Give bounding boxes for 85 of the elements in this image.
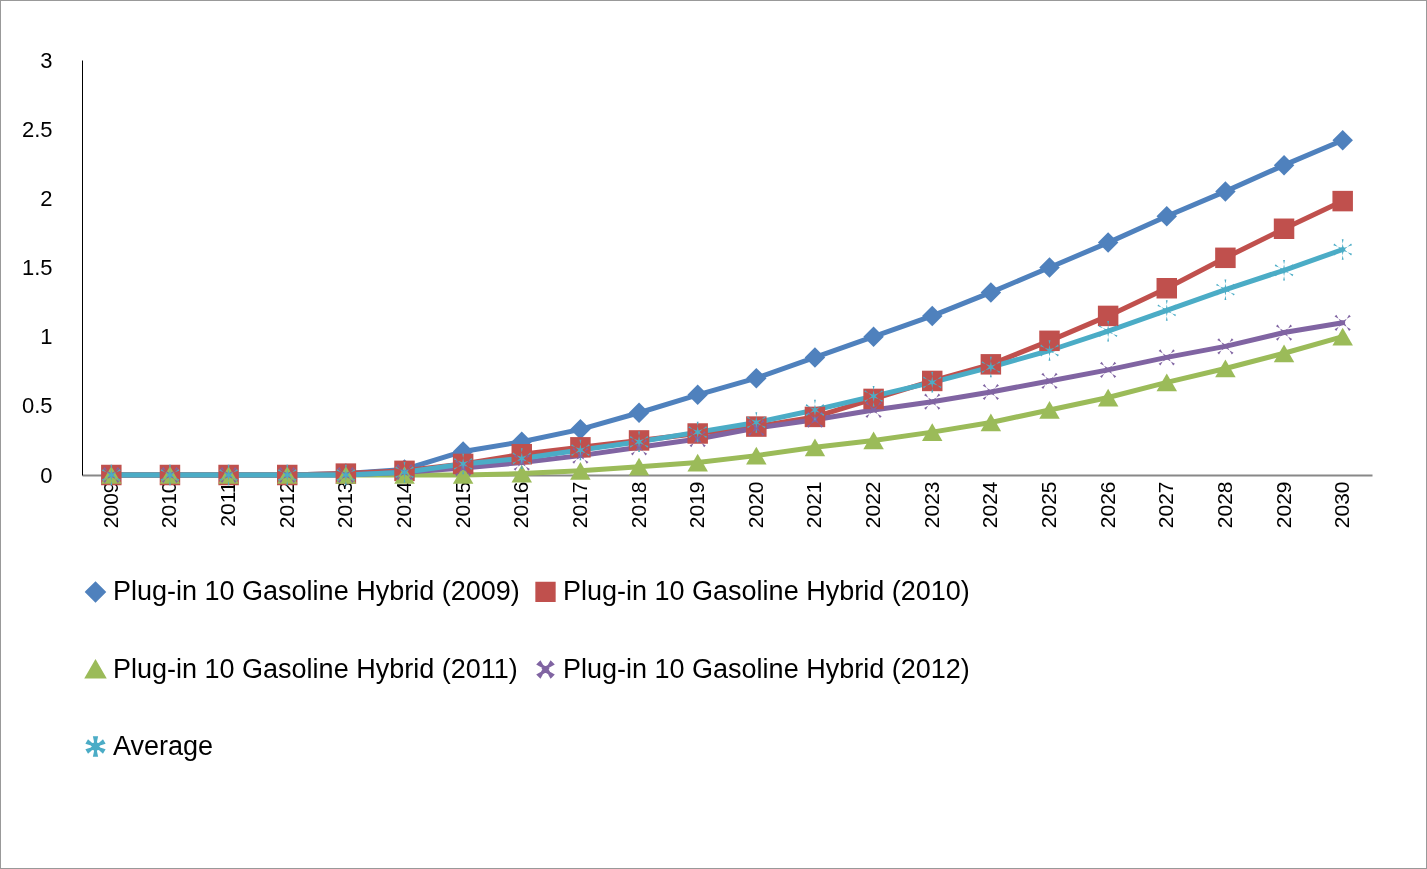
point xyxy=(1332,327,1353,346)
point xyxy=(980,282,1002,303)
x-tick-label: 2025 xyxy=(1037,481,1060,529)
point xyxy=(1156,278,1178,299)
point xyxy=(980,413,1002,432)
point xyxy=(1039,401,1060,419)
point xyxy=(1333,239,1353,260)
y-tick-label: 2.5 xyxy=(21,116,53,142)
x-tick-label: 2024 xyxy=(978,481,1002,529)
point xyxy=(805,399,825,421)
point xyxy=(863,431,884,450)
point xyxy=(746,446,767,465)
point xyxy=(1216,279,1235,300)
y-tick-label: 0.5 xyxy=(21,393,53,419)
legend-label: Plug-in 10 Gasoline Hybrid (2010) xyxy=(563,575,970,606)
point xyxy=(1156,373,1178,392)
x-tick-label: 2019 xyxy=(685,481,709,529)
x-tick-label: 2011 xyxy=(216,481,240,527)
point xyxy=(1158,349,1175,366)
point xyxy=(570,461,591,480)
x-tick-label: 2022 xyxy=(861,481,885,529)
point xyxy=(1332,129,1353,151)
x-tick-label: 2014 xyxy=(392,481,415,529)
x-tick-label: 2028 xyxy=(1212,481,1236,529)
x-tick-label: 2021 xyxy=(802,481,826,529)
point xyxy=(865,401,882,419)
point xyxy=(1157,300,1177,321)
legend-label: Average xyxy=(113,730,214,761)
point xyxy=(1217,338,1234,355)
point xyxy=(1098,320,1118,342)
point xyxy=(1332,190,1353,212)
x-tick-label: 2020 xyxy=(743,481,767,529)
point xyxy=(1039,257,1060,278)
y-tick-label: 1 xyxy=(40,324,53,350)
point xyxy=(746,367,767,389)
point xyxy=(1100,361,1117,378)
point xyxy=(982,383,999,401)
point xyxy=(689,430,706,448)
point xyxy=(1273,344,1295,363)
point xyxy=(921,423,943,441)
point xyxy=(1274,260,1294,281)
point xyxy=(628,402,650,423)
legend-label: Plug-in 10 Gasoline Hybrid (2011) xyxy=(113,653,518,684)
point xyxy=(1156,206,1178,227)
point xyxy=(863,326,884,347)
x-tick-label: 2026 xyxy=(1095,481,1119,529)
x-tick-label: 2017 xyxy=(567,481,591,529)
x-tick-label: 2016 xyxy=(509,481,533,529)
point xyxy=(804,438,826,457)
x-tick-label: 2029 xyxy=(1271,481,1295,529)
point xyxy=(511,464,533,483)
y-tick-label: 1.5 xyxy=(21,255,53,280)
x-tick-label: 2018 xyxy=(626,481,650,529)
y-tick-label: 2 xyxy=(40,185,53,211)
point xyxy=(1097,305,1119,327)
legend-label: Plug-in 10 Gasoline Hybrid (2009) xyxy=(113,575,520,606)
point xyxy=(1041,372,1058,390)
point xyxy=(1334,314,1351,331)
point xyxy=(1273,154,1295,176)
point xyxy=(1039,330,1060,352)
point xyxy=(924,393,941,410)
point xyxy=(1097,232,1119,253)
y-tick-label: 0 xyxy=(40,462,53,488)
x-tick-label: 2027 xyxy=(1154,481,1178,529)
point xyxy=(1040,340,1059,361)
point xyxy=(687,384,708,406)
point xyxy=(921,305,943,327)
y-tick-label: 3 xyxy=(40,47,53,73)
point xyxy=(804,347,826,368)
point xyxy=(1215,359,1236,378)
point xyxy=(630,439,648,456)
x-tick-label: 2030 xyxy=(1330,481,1354,529)
point xyxy=(1097,388,1119,407)
x-tick-label: 2015 xyxy=(450,481,474,529)
point xyxy=(1215,181,1236,202)
point xyxy=(687,453,708,472)
x-tick-label: 2013 xyxy=(333,481,357,529)
point xyxy=(628,457,650,476)
point xyxy=(1215,247,1236,269)
point xyxy=(455,459,472,477)
x-tick-label: 2023 xyxy=(919,481,943,529)
point xyxy=(1275,324,1293,341)
point xyxy=(570,419,591,440)
point xyxy=(1273,218,1295,240)
legend-label: Plug-in 10 Gasoline Hybrid (2012) xyxy=(563,653,970,684)
